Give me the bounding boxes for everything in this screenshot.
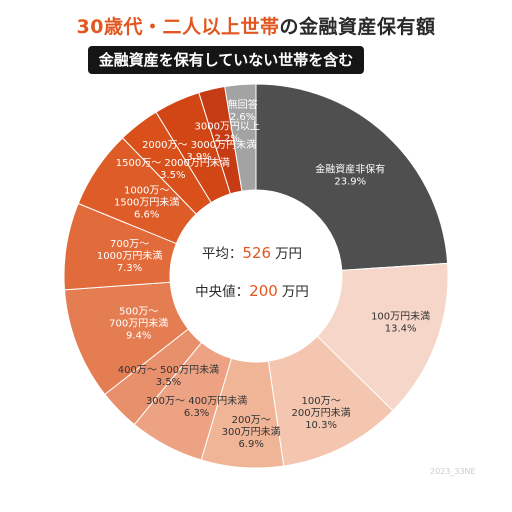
slice-value: 2.6% xyxy=(230,112,255,123)
slice-category: 700万円未満 xyxy=(109,317,168,329)
slice-category: 300万～ 400万円未満 xyxy=(146,395,247,407)
slice-1 xyxy=(316,262,449,412)
slice-category: 500万～ xyxy=(119,306,158,317)
slice-value: 13.4% xyxy=(385,324,417,335)
slice-label-1: 100万円未満 13.4% xyxy=(371,311,430,335)
slice-category: 金融資産非保有 xyxy=(315,163,385,176)
slice-value: 23.9% xyxy=(334,177,366,188)
slice-category: 200万～ xyxy=(232,415,271,426)
median-label: 中央値： xyxy=(195,284,249,300)
chart-title-part1: 30歳代・二人以上世帯 xyxy=(76,16,280,38)
slice-category: 100万～ xyxy=(302,396,341,407)
center-stats: 平均：526 万円 中央値：200 万円 xyxy=(195,244,309,300)
slice-label-6: 500万～ 700万円未満 9.4% xyxy=(109,306,168,341)
median-value: 200 xyxy=(249,282,278,300)
slice-value: 6.9% xyxy=(238,439,263,450)
slice-category: 300万円未満 xyxy=(222,426,281,438)
slice-label-8: 1000万～ 1500万円未満 6.6% xyxy=(114,186,179,221)
slice-group xyxy=(63,83,449,469)
slice-category: 1500万円未満 xyxy=(114,197,179,209)
slice-category: 700万～ xyxy=(110,239,149,250)
slice-category: 100万円未満 xyxy=(371,311,430,323)
slice-label-4: 300万～ 400万円未満 6.3% xyxy=(146,395,247,419)
slice-value: 3.9% xyxy=(186,152,211,163)
slice-12 xyxy=(224,83,257,192)
slice-category: 400万～ 500万円未満 xyxy=(118,364,219,376)
slice-category: 1500万～ 2000万円未満 xyxy=(116,157,230,169)
mean-label: 平均： xyxy=(202,246,243,262)
label-group: 金融資産非保有 23.9% 100万円未満 13.4% 100万～ 200万円未満 10.3… xyxy=(97,98,430,450)
center-median: 中央値：200 万円 xyxy=(195,282,309,300)
slice-label-11: 3000万円以上 2.2% xyxy=(194,120,259,144)
slice-label-3: 200万～ 300万円未満 6.9% xyxy=(222,415,281,450)
slice-label-12: 無回答 2.6% xyxy=(228,98,258,123)
slice-label-9: 1500万～ 2000万円未満 3.5% xyxy=(116,157,230,181)
slice-category: 無回答 xyxy=(228,98,258,111)
slice-value: 6.6% xyxy=(134,210,159,221)
slice-category: 3000万円以上 xyxy=(194,120,259,132)
slice-label-10: 2000万～ 3000万円未満 3.9% xyxy=(142,139,256,163)
slice-0 xyxy=(255,83,449,271)
slice-value: 10.3% xyxy=(305,420,337,431)
slice-value: 7.3% xyxy=(117,263,142,274)
slice-value: 9.4% xyxy=(126,330,151,341)
mean-unit: 万円 xyxy=(275,246,302,262)
mean-value: 526 xyxy=(242,244,271,262)
median-unit: 万円 xyxy=(282,284,309,300)
slice-category: 200万円未満 xyxy=(292,407,351,419)
chart-title: 30歳代・二人以上世帯の金融資産保有額 xyxy=(0,12,512,39)
slice-label-5: 400万～ 500万円未満 3.5% xyxy=(118,364,219,388)
slice-value: 3.5% xyxy=(156,377,181,388)
chart-title-part2: の金融資産保有額 xyxy=(279,16,436,38)
slice-category: 1000万～ xyxy=(124,186,169,197)
slice-value: 3.5% xyxy=(160,170,185,181)
slice-value: 6.3% xyxy=(184,408,209,419)
slice-label-7: 700万～ 1000万円未満 7.3% xyxy=(97,239,162,274)
slice-category: 2000万～ 3000万円未満 xyxy=(142,139,256,151)
chart-subtitle: 金融資産を保有していない世帯を含む xyxy=(88,46,364,74)
slice-value: 2.2% xyxy=(215,133,240,144)
center-mean: 平均：526 万円 xyxy=(202,244,302,262)
slice-category: 1000万円未満 xyxy=(97,250,162,262)
watermark: 2023_33NE xyxy=(430,467,476,476)
slice-label-0: 金融資産非保有 23.9% xyxy=(315,163,385,188)
slice-label-2: 100万～ 200万円未満 10.3% xyxy=(292,396,351,431)
